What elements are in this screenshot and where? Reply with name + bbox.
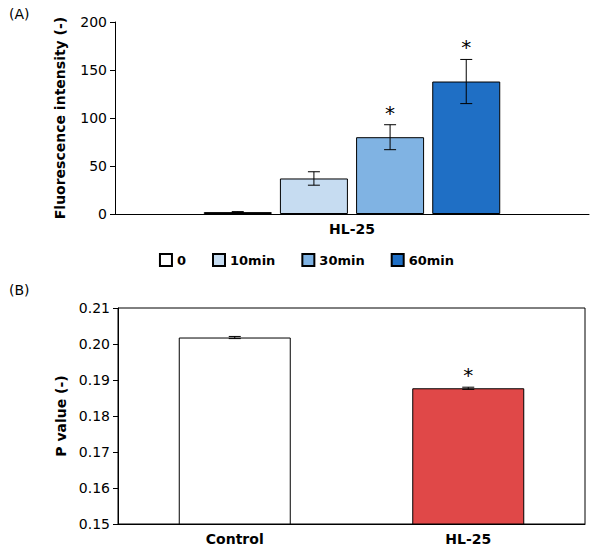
svg-text:HL-25: HL-25: [445, 531, 491, 547]
svg-text:Fluorescence intensity (-): Fluorescence intensity (-): [52, 17, 68, 219]
svg-text:Control: Control: [206, 531, 264, 547]
svg-text:0.15: 0.15: [79, 516, 110, 532]
svg-text:0.19: 0.19: [79, 372, 110, 388]
svg-text:HL-25: HL-25: [329, 221, 375, 237]
svg-text:60min: 60min: [409, 253, 454, 268]
svg-text:0: 0: [177, 253, 186, 268]
svg-text:0.20: 0.20: [79, 336, 110, 352]
svg-text:150: 150: [80, 62, 107, 78]
svg-text:0.16: 0.16: [79, 480, 110, 496]
svg-text:50: 50: [89, 158, 107, 174]
svg-text:(B): (B): [9, 282, 30, 298]
svg-text:*: *: [385, 101, 395, 125]
svg-text:200: 200: [80, 14, 107, 30]
svg-text:0.17: 0.17: [79, 444, 110, 460]
svg-text:*: *: [461, 35, 471, 59]
svg-text:(A): (A): [9, 6, 30, 22]
svg-text:100: 100: [80, 110, 107, 126]
svg-text:0.21: 0.21: [79, 300, 110, 316]
svg-text:30min: 30min: [319, 253, 364, 268]
svg-text:P value (-): P value (-): [53, 375, 69, 456]
svg-text:*: *: [463, 363, 473, 387]
svg-text:10min: 10min: [230, 253, 275, 268]
svg-text:0: 0: [98, 206, 107, 222]
svg-text:0.18: 0.18: [79, 408, 110, 424]
